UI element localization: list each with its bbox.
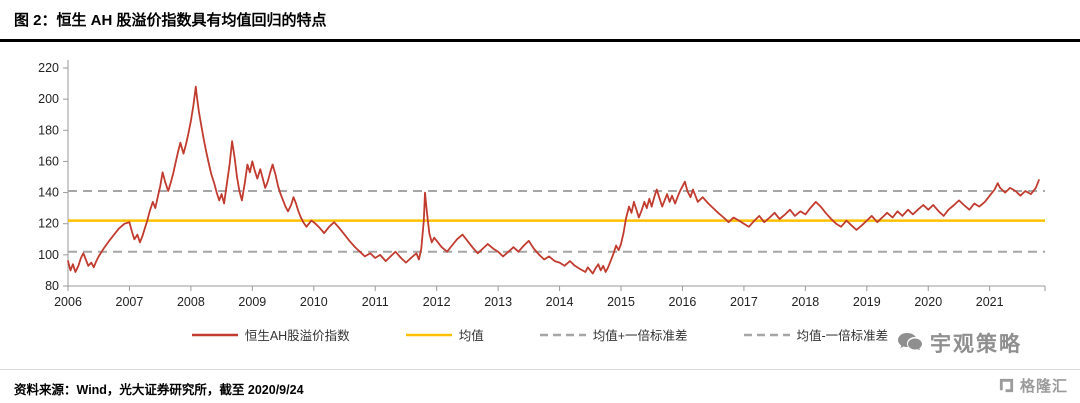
y-tick-label: 200 bbox=[38, 92, 59, 106]
y-tick-label: 80 bbox=[45, 279, 59, 293]
legend-swatch bbox=[743, 333, 790, 336]
legend-swatch bbox=[539, 333, 586, 336]
x-tick-label: 2011 bbox=[362, 295, 389, 309]
x-tick-label: 2010 bbox=[300, 295, 328, 309]
watermark-gelonghui: 格隆汇 bbox=[998, 375, 1068, 396]
y-tick-label: 180 bbox=[38, 123, 59, 137]
figure-footer: 资料来源：Wind，光大证券研究所，截至 2020/9/24 bbox=[0, 369, 1080, 403]
line-chart: 80 100 120 140 160 180 200 220 2006 2007 2008 2009 2… bbox=[38, 59, 1046, 309]
x-tick-label: 2012 bbox=[423, 295, 451, 309]
legend-label: 均值+一倍标准差 bbox=[592, 329, 688, 343]
x-tick-label: 2015 bbox=[607, 295, 635, 309]
legend-swatch bbox=[405, 333, 452, 336]
source-note: 资料来源：Wind，光大证券研究所，截至 2020/9/24 bbox=[14, 383, 304, 397]
legend-item: 均值-一倍标准差 bbox=[743, 325, 889, 344]
index-series-line bbox=[67, 85, 1040, 274]
y-tick-label: 100 bbox=[38, 247, 59, 261]
y-tick-label: 220 bbox=[38, 61, 59, 75]
x-tick-label: 2008 bbox=[177, 295, 205, 309]
figure-title: 图 2：恒生 AH 股溢价指数具有均值回归的特点 bbox=[14, 12, 327, 29]
y-tick-label: 120 bbox=[38, 216, 59, 230]
legend-label: 均值 bbox=[458, 329, 484, 343]
legend-item: 恒生AH股溢价指数 bbox=[191, 325, 350, 344]
x-tick-label: 2013 bbox=[484, 295, 512, 309]
x-tick-label: 2007 bbox=[116, 295, 144, 309]
legend-swatch bbox=[191, 333, 238, 336]
legend-item: 均值+一倍标准差 bbox=[539, 325, 688, 344]
legend-item: 均值 bbox=[405, 325, 484, 344]
x-tick-label: 2021 bbox=[976, 295, 1004, 309]
x-tick-label: 2018 bbox=[791, 295, 819, 309]
gelonghui-icon bbox=[998, 377, 1015, 394]
watermark-gelonghui-label: 格隆汇 bbox=[1019, 378, 1068, 395]
chart-area: 80 100 120 140 160 180 200 220 2006 2007 2008 2009 2… bbox=[0, 52, 1080, 322]
x-tick-label: 2020 bbox=[914, 295, 942, 309]
legend-label: 均值-一倍标准差 bbox=[796, 329, 889, 343]
x-tick-label: 2009 bbox=[238, 295, 266, 309]
chart-legend: 恒生AH股溢价指数 均值 均值+一倍标准差 均值-一倍标准差 bbox=[0, 324, 1080, 346]
y-tick-label: 160 bbox=[38, 154, 59, 168]
x-tick-label: 2017 bbox=[730, 295, 758, 309]
x-tick-label: 2014 bbox=[546, 295, 574, 309]
title-divider bbox=[0, 38, 1080, 42]
legend-label: 恒生AH股溢价指数 bbox=[244, 329, 350, 343]
x-tick-label: 2016 bbox=[669, 295, 697, 309]
y-tick-label: 140 bbox=[38, 185, 59, 199]
x-tick-label: 2019 bbox=[853, 295, 881, 309]
figure-header: 图 2：恒生 AH 股溢价指数具有均值回归的特点 bbox=[0, 0, 1080, 42]
x-tick-label: 2006 bbox=[54, 295, 82, 309]
